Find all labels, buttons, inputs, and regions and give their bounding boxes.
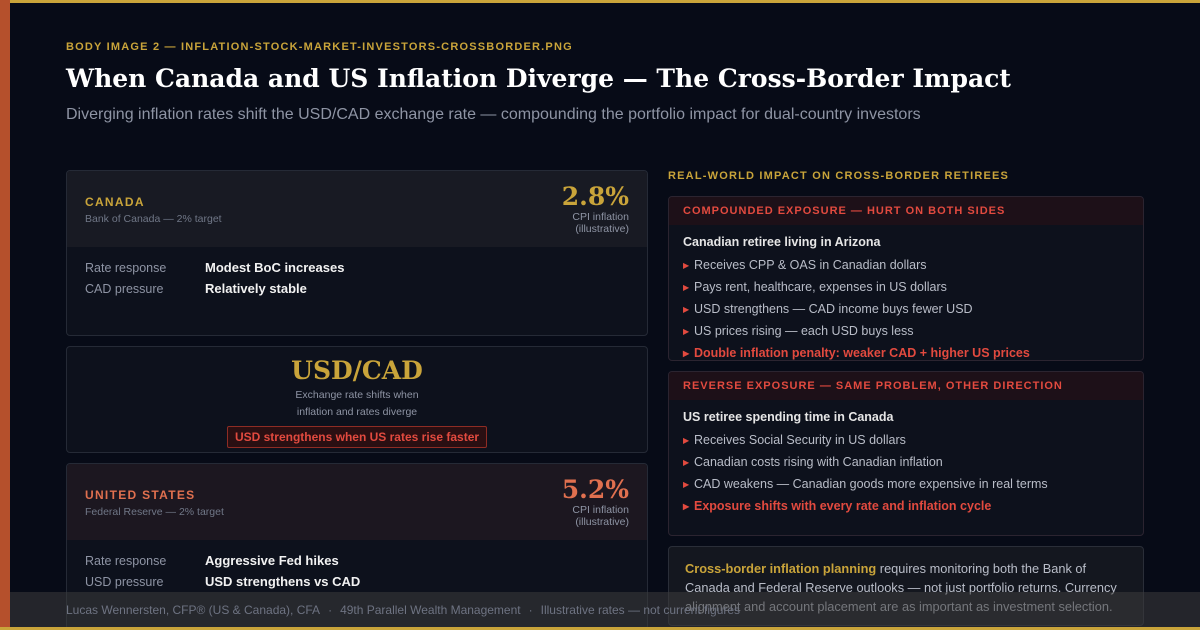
canada-rate-caption-1: CPI inflation xyxy=(572,211,629,223)
bottom-accent-bar xyxy=(0,627,1200,630)
row-key: USD pressure xyxy=(85,574,164,589)
bullet-arrow-icon: ▶ xyxy=(683,501,690,511)
usdcad-caption-2: inflation and rates diverge xyxy=(296,406,418,418)
list-item-text: Exposure shifts with every rate and infl… xyxy=(694,499,992,513)
panel-subtitle: US retiree spending time in Canada xyxy=(683,410,894,424)
list-item: ▶ Pays rent, healthcare, expenses in US d… xyxy=(683,276,1129,298)
top-accent-bar xyxy=(0,0,1200,3)
panel-header: REVERSE EXPOSURE — SAME PROBLEM, OTHER D… xyxy=(669,372,1143,400)
footer-firm: 49th Parallel Wealth Management xyxy=(340,603,521,617)
list-item-text: Canadian costs rising with Canadian infl… xyxy=(694,455,943,469)
canada-name: CANADA xyxy=(85,195,145,209)
us-row: USD pressure USD strengthens vs CAD xyxy=(85,571,629,592)
us-rate-block: 5.2% CPI inflation (illustrative) xyxy=(561,475,629,529)
canada-rate-caption-2: (illustrative) xyxy=(575,223,629,235)
row-key: Rate response xyxy=(85,260,167,275)
footer-separator: · xyxy=(528,603,533,617)
right-column-heading: REAL-WORLD IMPACT ON CROSS-BORDER RETIRE… xyxy=(668,170,1010,182)
row-value: Modest BoC increases xyxy=(205,260,345,275)
planning-note-lead: Cross-border inflation planning xyxy=(685,561,877,576)
bullet-arrow-icon: ▶ xyxy=(683,282,690,292)
canada-card: CANADA Bank of Canada — 2% target 2.8% C… xyxy=(66,170,648,336)
us-rate: 5.2% xyxy=(561,475,629,504)
canada-rows: Rate response Modest BoC increases CAD p… xyxy=(67,247,647,299)
canada-card-header: CANADA Bank of Canada — 2% target 2.8% C… xyxy=(67,171,647,247)
usdcad-pair: USD/CAD xyxy=(291,356,423,385)
row-value: Relatively stable xyxy=(205,281,307,296)
usdcad-tag: USD strengthens when US rates rise faste… xyxy=(226,426,488,448)
usdcad-caption-1: Exchange rate shifts when xyxy=(295,389,419,401)
footer-disclaimer: Illustrative rates — not current figures xyxy=(540,603,741,617)
left-accent-bar xyxy=(0,0,10,630)
compounded-exposure-panel: COMPOUNDED EXPOSURE — HURT ON BOTH SIDES… xyxy=(668,196,1144,361)
panel-subtitle: Canadian retiree living in Arizona xyxy=(683,235,881,249)
list-item-text: CAD weakens — Canadian goods more expens… xyxy=(694,477,1048,491)
list-item: ▶ USD strengthens — CAD income buys fewer… xyxy=(683,298,1129,320)
list-item-text: Receives CPP & OAS in Canadian dollars xyxy=(694,258,927,272)
us-card-header: UNITED STATES Federal Reserve — 2% targe… xyxy=(67,464,647,540)
list-item-text: USD strengthens — CAD income buys fewer … xyxy=(694,302,973,316)
list-item: ▶ Canadian costs rising with Canadian inf… xyxy=(683,451,1129,473)
list-item-text: Pays rent, healthcare, expenses in US do… xyxy=(694,280,947,294)
footer-separator: · xyxy=(328,603,333,617)
footer-strip xyxy=(10,592,1200,627)
canada-rate: 2.8% xyxy=(561,182,629,211)
canada-rate-block: 2.8% CPI inflation (illustrative) xyxy=(561,182,629,236)
list-item-text: US prices rising — each USD buys less xyxy=(694,324,914,338)
us-rows: Rate response Aggressive Fed hikes USD p… xyxy=(67,540,647,592)
list-item: ▶ Receives Social Security in US dollars xyxy=(683,429,1129,451)
reverse-exposure-panel: REVERSE EXPOSURE — SAME PROBLEM, OTHER D… xyxy=(668,371,1144,536)
usdcad-card: USD/CAD Exchange rate shifts when inflat… xyxy=(66,346,648,453)
list-item-highlight: ▶ Double inflation penalty: weaker CAD + … xyxy=(683,342,1129,360)
bullet-arrow-icon: ▶ xyxy=(683,304,690,314)
list-item-text: Double inflation penalty: weaker CAD + h… xyxy=(694,346,1030,360)
panel-body: Canadian retiree living in Arizona ▶ Rece… xyxy=(669,225,1143,360)
us-rate-caption-1: CPI inflation xyxy=(572,504,629,516)
page-subtitle: Diverging inflation rates shift the USD/… xyxy=(66,106,921,123)
canada-target: Bank of Canada — 2% target xyxy=(85,213,222,225)
panel-header: COMPOUNDED EXPOSURE — HURT ON BOTH SIDES xyxy=(669,197,1143,225)
bullet-arrow-icon: ▶ xyxy=(683,260,690,270)
us-rate-caption-2: (illustrative) xyxy=(575,516,629,528)
list-item-text: Receives Social Security in US dollars xyxy=(694,433,906,447)
canada-row: Rate response Modest BoC increases xyxy=(85,257,629,278)
bullet-arrow-icon: ▶ xyxy=(683,479,690,489)
row-value: Aggressive Fed hikes xyxy=(205,553,339,568)
bullet-arrow-icon: ▶ xyxy=(683,457,690,467)
footer: Lucas Wennersten, CFP® (US & Canada), CF… xyxy=(66,603,740,617)
bullet-arrow-icon: ▶ xyxy=(683,326,690,336)
page-title: When Canada and US Inflation Diverge — T… xyxy=(66,64,1011,93)
row-key: Rate response xyxy=(85,553,167,568)
eyebrow-label: BODY IMAGE 2 — INFLATION-STOCK-MARKET-IN… xyxy=(66,41,573,53)
canada-row: CAD pressure Relatively stable xyxy=(85,278,629,299)
list-item-highlight: ▶ Exposure shifts with every rate and inf… xyxy=(683,495,1129,517)
list-item: ▶ Receives CPP & OAS in Canadian dollars xyxy=(683,254,1129,276)
us-row: Rate response Aggressive Fed hikes xyxy=(85,550,629,571)
bullet-arrow-icon: ▶ xyxy=(683,435,690,445)
row-key: CAD pressure xyxy=(85,281,164,296)
panel-body: US retiree spending time in Canada ▶ Rece… xyxy=(669,400,1143,517)
us-target: Federal Reserve — 2% target xyxy=(85,506,224,518)
us-name: UNITED STATES xyxy=(85,488,196,502)
bullet-arrow-icon: ▶ xyxy=(683,348,690,358)
list-item: ▶ CAD weakens — Canadian goods more expen… xyxy=(683,473,1129,495)
list-item: ▶ US prices rising — each USD buys less xyxy=(683,320,1129,342)
row-value: USD strengthens vs CAD xyxy=(205,574,361,589)
footer-author: Lucas Wennersten, CFP® (US & Canada), CF… xyxy=(66,603,321,617)
